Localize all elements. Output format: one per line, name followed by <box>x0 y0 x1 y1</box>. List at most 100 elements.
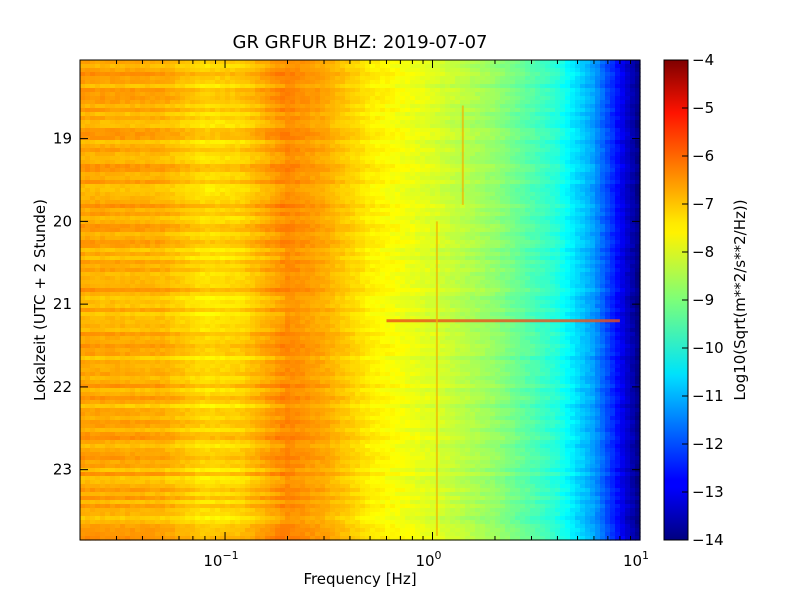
heatmap-cell <box>245 188 251 193</box>
heatmap-cell <box>530 128 536 133</box>
heatmap-cell <box>105 132 111 137</box>
heatmap-cell <box>600 112 606 117</box>
heatmap-cell <box>325 108 331 113</box>
heatmap-cell <box>320 64 326 69</box>
heatmap-cell <box>625 184 631 189</box>
heatmap-cell <box>380 76 386 81</box>
heatmap-cell <box>185 88 191 93</box>
heatmap-cell <box>370 196 376 201</box>
heatmap-cell <box>170 228 176 233</box>
heatmap-cell <box>220 92 226 97</box>
heatmap-cell <box>90 160 96 165</box>
heatmap-cell <box>545 68 551 73</box>
heatmap-cell <box>425 84 431 89</box>
heatmap-cell <box>275 204 281 209</box>
heatmap-cell <box>90 236 96 241</box>
heatmap-cell <box>345 212 351 217</box>
heatmap-cell <box>495 128 501 133</box>
heatmap-cell <box>425 96 431 101</box>
heatmap-cell <box>380 112 386 117</box>
heatmap-cell <box>285 180 291 185</box>
heatmap-cell <box>325 84 331 89</box>
heatmap-cell <box>555 200 561 205</box>
heatmap-cell <box>285 172 291 177</box>
heatmap-cell <box>240 204 246 209</box>
heatmap-cell <box>455 104 461 109</box>
heatmap-cell <box>190 176 196 181</box>
heatmap-cell <box>620 116 626 121</box>
heatmap-cell <box>435 208 441 213</box>
heatmap-cell <box>495 188 501 193</box>
heatmap-cell <box>195 176 201 181</box>
heatmap-cell <box>545 204 551 209</box>
heatmap-cell <box>480 116 486 121</box>
heatmap-cell <box>500 172 506 177</box>
heatmap-cell <box>495 112 501 117</box>
heatmap-cell <box>365 160 371 165</box>
heatmap-cell <box>410 84 416 89</box>
heatmap-cell <box>90 164 96 169</box>
heatmap-cell <box>510 216 516 221</box>
heatmap-cell <box>145 108 151 113</box>
heatmap-cell <box>240 232 246 237</box>
heatmap-cell <box>485 84 491 89</box>
heatmap-cell <box>420 100 426 105</box>
heatmap-cell <box>430 164 436 169</box>
heatmap-cell <box>245 104 251 109</box>
heatmap-cell <box>600 96 606 101</box>
heatmap-cell <box>525 176 531 181</box>
heatmap-cell <box>310 72 316 77</box>
heatmap-cell <box>260 156 266 161</box>
heatmap-cell <box>280 120 286 125</box>
heatmap-cell <box>525 140 531 145</box>
heatmap-cell <box>480 208 486 213</box>
heatmap-cell <box>260 204 266 209</box>
heatmap-cell <box>205 236 211 241</box>
heatmap-cell <box>325 156 331 161</box>
heatmap-cell <box>325 152 331 157</box>
heatmap-cell <box>240 188 246 193</box>
heatmap-cell <box>375 136 381 141</box>
heatmap-cell <box>135 128 141 133</box>
heatmap-cell <box>450 96 456 101</box>
heatmap-cell <box>190 208 196 213</box>
heatmap-cell <box>80 236 86 241</box>
heatmap-cell <box>625 76 631 81</box>
heatmap-cell <box>175 212 181 217</box>
heatmap-cell <box>280 188 286 193</box>
heatmap-cell <box>115 104 121 109</box>
heatmap-cell <box>180 92 186 97</box>
heatmap-cell <box>80 228 86 233</box>
heatmap-cell <box>625 60 631 65</box>
heatmap-cell <box>400 144 406 149</box>
heatmap-cell <box>335 200 341 205</box>
heatmap-cell <box>235 144 241 149</box>
heatmap-cell <box>245 232 251 237</box>
heatmap-cell <box>570 88 576 93</box>
heatmap-cell <box>120 64 126 69</box>
heatmap-cell <box>480 112 486 117</box>
heatmap-cell <box>560 132 566 137</box>
heatmap-cell <box>265 168 271 173</box>
heatmap-cell <box>285 196 291 201</box>
heatmap-cell <box>135 108 141 113</box>
heatmap-cell <box>280 180 286 185</box>
heatmap-cell <box>215 172 221 177</box>
heatmap-cell <box>435 192 441 197</box>
heatmap-cell <box>565 220 571 225</box>
heatmap-cell <box>260 180 266 185</box>
heatmap-cell <box>630 80 636 85</box>
heatmap-cell <box>530 216 536 221</box>
heatmap-cell <box>110 108 116 113</box>
heatmap-cell <box>335 152 341 157</box>
heatmap-cell <box>440 228 446 233</box>
heatmap-cell <box>80 212 86 217</box>
heatmap-cell <box>375 76 381 81</box>
heatmap-cell <box>145 72 151 77</box>
heatmap-cell <box>580 196 586 201</box>
heatmap-cell <box>400 64 406 69</box>
heatmap-cell <box>620 164 626 169</box>
heatmap-cell <box>630 216 636 221</box>
heatmap-cell <box>585 132 591 137</box>
heatmap-cell <box>210 60 216 65</box>
